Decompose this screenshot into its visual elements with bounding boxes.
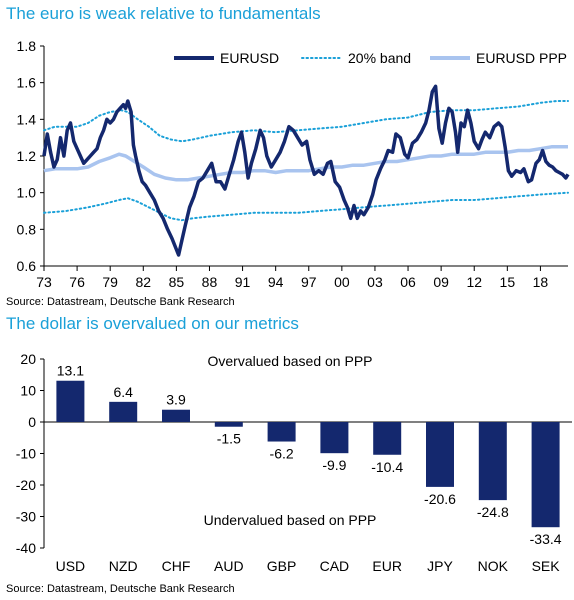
chart1-y-tick-label: 1.2: [17, 148, 37, 164]
bar-jpy: [426, 422, 454, 487]
bar-value-label: -6.2: [270, 446, 294, 462]
bar-value-label: -20.6: [424, 491, 456, 507]
chart1-x-tick-label: 82: [135, 274, 151, 290]
chart1-x-tick-label: 79: [102, 274, 118, 290]
bar-sek: [531, 422, 560, 528]
bar-value-label: -33.4: [530, 531, 562, 547]
chart2-y-tick-label: 20: [20, 351, 36, 367]
bar-gbp: [267, 422, 296, 442]
chart2-y-tick-label: 10: [20, 383, 36, 399]
chart1-y-tick-label: 1.6: [17, 75, 37, 91]
chart1-x-tick-label: 00: [334, 274, 350, 290]
chart2-bars: 13.1 6.4 3.9 -1.5 -6.2 -9.9 -10.4 -20.6 -24.8 -33…: [56, 363, 562, 547]
bar-value-label: 3.9: [166, 392, 186, 408]
chart1-x-tick-label: 06: [400, 274, 416, 290]
bar-value-label: -24.8: [477, 504, 509, 520]
bar-usd: [56, 380, 85, 422]
chart2-x-tick-label: USD: [56, 558, 86, 574]
chart1-x-tick-label: 85: [169, 274, 185, 290]
bar-cad: [320, 422, 349, 454]
chart2-y-tick-label: -20: [16, 477, 36, 493]
bar-value-label: -10.4: [371, 459, 403, 475]
chart1-x-tick-label: 88: [202, 274, 218, 290]
bar-nok: [478, 422, 507, 501]
bar-value-label: 6.4: [113, 384, 133, 400]
chart1-x-tick-label: 97: [301, 274, 317, 290]
chart2-x-tick-label: CAD: [320, 558, 350, 574]
chart2-source: Source: Datastream, Deutsche Bank Resear…: [6, 583, 235, 595]
undervalued-annotation: Undervalued based on PPP: [204, 512, 377, 528]
chart1-y-tick-label: 0.6: [17, 258, 37, 274]
chart2-x-tick-label: NZD: [109, 558, 138, 574]
bar-aud: [214, 422, 243, 427]
chart1-x-tick-label: 09: [433, 274, 449, 290]
chart2-x-tick-label: JPY: [427, 558, 453, 574]
bar-nzd: [109, 401, 138, 422]
eurusd-ppp-line: [43, 145, 568, 182]
chart1-axes: 0.6 0.8 1.0 1.2 1.4 1.6 1.8 73 76 79 82 85 88 91 94 97 0…: [17, 38, 568, 290]
eurusd-line-chart: 0.6 0.8 1.0 1.2 1.4 1.6 1.8 73 76 79 82 85 88 91 94 97 0…: [17, 38, 570, 290]
chart2-y-tick-label: -40: [16, 540, 36, 556]
band-lower-line: [43, 191, 569, 222]
overvalued-annotation: Overvalued based on PPP: [208, 353, 373, 369]
chart2-title: The dollar is overvalued on our metrics: [6, 314, 299, 333]
chart2-x-tick-label: AUD: [214, 558, 244, 574]
chart1-x-tick-label: 73: [36, 274, 52, 290]
chart1-y-tick-label: 1.8: [17, 38, 37, 54]
chart1-x-tick-label: 12: [466, 274, 482, 290]
chart1-x-tick-label: 18: [533, 274, 549, 290]
bar-value-label: -9.9: [322, 457, 346, 473]
chart1-series: [42, 84, 570, 257]
chart1-x-tick-label: 91: [235, 274, 251, 290]
bar-value-label: 13.1: [57, 363, 84, 379]
chart1-x-tick-label: 94: [268, 274, 284, 290]
chart2-y-tick-label: -30: [16, 509, 36, 525]
chart1-x-tick-label: 76: [69, 274, 85, 290]
chart1-source: Source: Datastream, Deutsche Bank Resear…: [6, 296, 235, 308]
chart1-y-tick-label: 1.4: [17, 111, 37, 127]
chart1-y-tick-label: 0.8: [17, 221, 37, 237]
chart2-x-tick-label: EUR: [372, 558, 402, 574]
chart2-axes: -40 -30 -20 -10 0 10 20 USD NZD CHF AUD GBP CAD EUR JP…: [16, 351, 572, 574]
chart2-x-tick-label: NOK: [478, 558, 509, 574]
bar-eur: [373, 422, 402, 455]
eurusd-line: [42, 84, 570, 257]
chart1-legend: EURUSD 20% band EURUSD PPP: [174, 50, 567, 66]
chart1-y-tick-label: 1.0: [17, 185, 37, 201]
currency-valuation-bar-chart: -40 -30 -20 -10 0 10 20 USD NZD CHF AUD GBP CAD EUR JP…: [16, 351, 572, 574]
chart1-x-tick-label: 03: [367, 274, 383, 290]
chart2-x-tick-label: SEK: [532, 558, 561, 574]
chart2-y-tick-label: 0: [28, 414, 36, 430]
legend-eurusd-label: EURUSD: [220, 50, 279, 66]
legend-ppp-label: EURUSD PPP: [476, 50, 567, 66]
chart2-x-tick-label: CHF: [162, 558, 191, 574]
bar-value-label: -1.5: [217, 431, 241, 447]
chart1-title: The euro is weak relative to fundamental…: [6, 4, 321, 23]
bar-chf: [162, 409, 190, 422]
chart2-x-tick-label: GBP: [267, 558, 297, 574]
chart1-x-tick-label: 15: [500, 274, 516, 290]
chart2-y-tick-label: -10: [16, 446, 36, 462]
legend-band-label: 20% band: [348, 50, 411, 66]
